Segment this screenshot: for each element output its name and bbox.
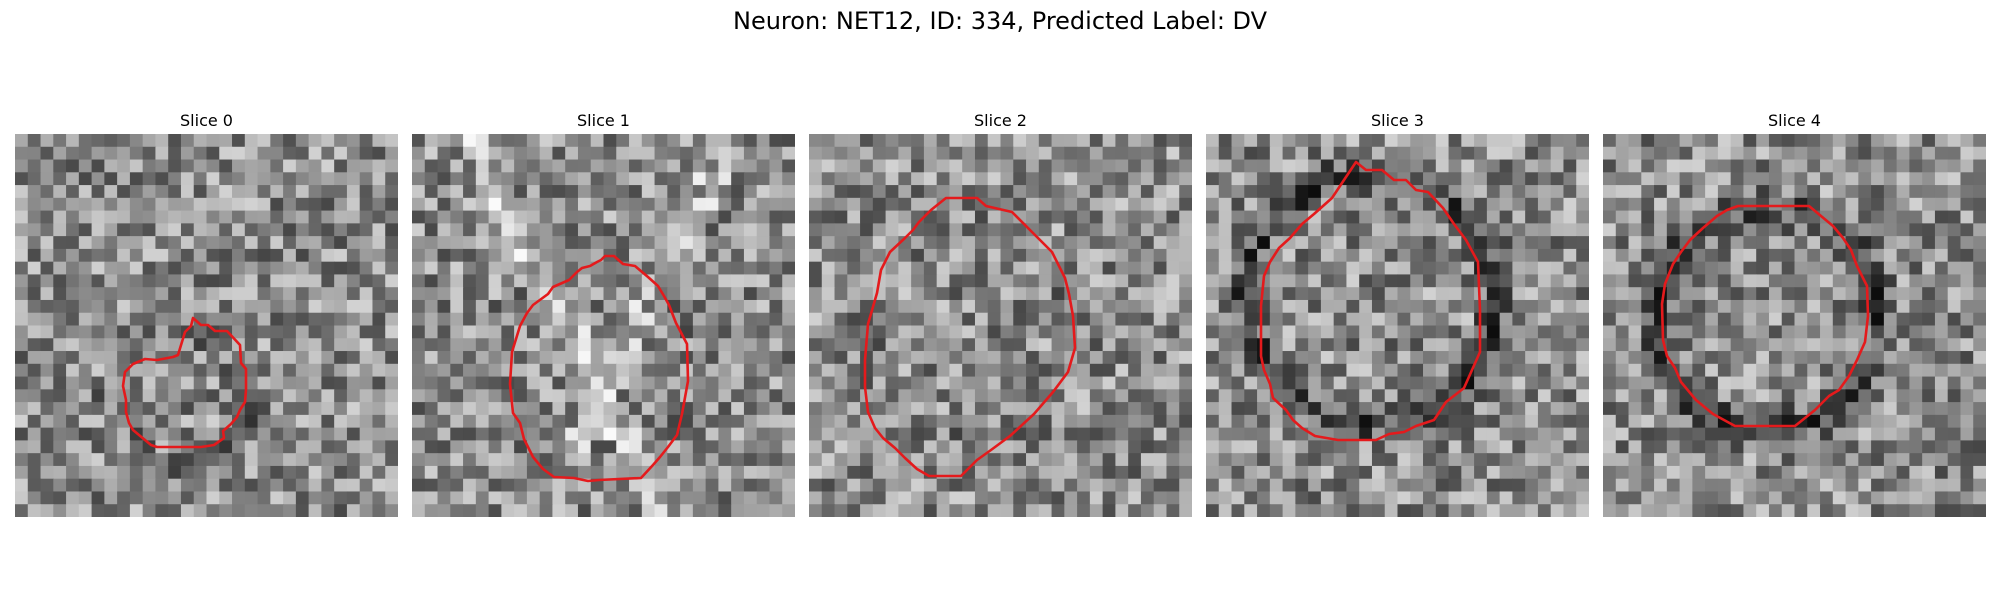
slice-image (809, 134, 1192, 517)
roi-contour (121, 316, 248, 449)
slice-panel-0: Slice 0 (15, 110, 398, 517)
roi-contour (863, 196, 1077, 478)
slice-image (1603, 134, 1986, 517)
slice-image-svg (412, 134, 795, 517)
slice-title: Slice 3 (1371, 111, 1424, 130)
slice-image (15, 134, 398, 517)
roi-contour (1259, 160, 1482, 442)
pixel-grid (809, 134, 1192, 517)
pixel-grid (1206, 134, 1589, 517)
slice-image (1206, 134, 1589, 517)
slice-panel-4: Slice 4 (1603, 110, 1986, 517)
slice-image-svg (1206, 134, 1589, 517)
pixel-grid (412, 134, 795, 517)
roi-contour (1660, 204, 1870, 428)
slice-title: Slice 0 (180, 111, 233, 130)
pixel-grid (1603, 134, 1986, 517)
roi-contour (508, 254, 690, 483)
slice-image (412, 134, 795, 517)
slice-image-svg (1603, 134, 1986, 517)
slice-title: Slice 2 (974, 111, 1027, 130)
slice-panel-1: Slice 1 (412, 110, 795, 517)
slice-image-svg (809, 134, 1192, 517)
slice-panel-2: Slice 2 (809, 110, 1192, 517)
figure-title: Neuron: NET12, ID: 334, Predicted Label:… (732, 7, 1268, 35)
slice-panel-3: Slice 3 (1206, 110, 1589, 517)
slice-title: Slice 1 (577, 111, 630, 130)
slice-image-svg (15, 134, 398, 517)
slice-title: Slice 4 (1768, 111, 1821, 130)
